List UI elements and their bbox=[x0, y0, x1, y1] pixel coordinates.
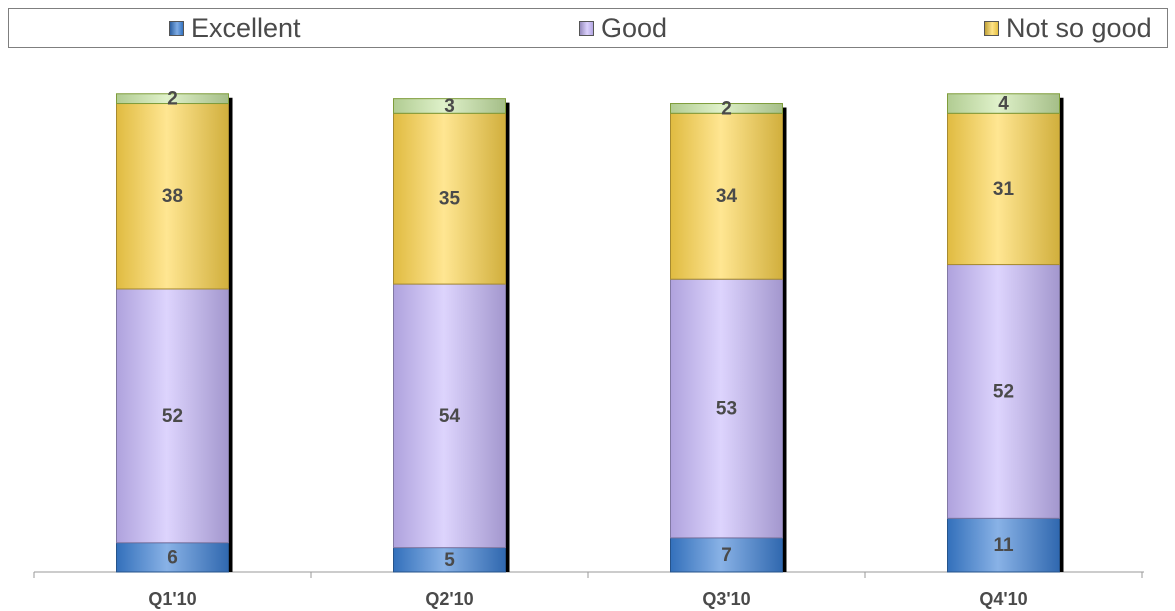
legend-label-good: Good bbox=[601, 12, 668, 43]
data-label: 31 bbox=[993, 179, 1015, 200]
legend-item-excellent: Excellent bbox=[169, 13, 301, 43]
data-label: 3 bbox=[444, 96, 455, 117]
legend-label-not-so-good: Not so good bbox=[1006, 12, 1152, 43]
legend-swatch-good bbox=[579, 20, 594, 36]
bar-segment bbox=[670, 537, 783, 573]
chart-legend: Excellent Good Not so good bbox=[8, 8, 1168, 48]
bar-segment bbox=[670, 112, 783, 280]
bar-segment bbox=[116, 288, 229, 544]
bar-segment bbox=[947, 112, 1060, 266]
data-label: 11 bbox=[993, 535, 1014, 556]
data-label: 34 bbox=[716, 186, 738, 207]
legend-swatch-not-so-good bbox=[984, 20, 999, 36]
data-label: 4 bbox=[998, 94, 1009, 115]
bar-segment bbox=[393, 98, 506, 114]
bar-segment bbox=[670, 278, 783, 539]
bar-segment bbox=[670, 103, 783, 114]
data-label: 52 bbox=[993, 381, 1014, 402]
legend-item-good: Good bbox=[579, 13, 667, 43]
data-label: 5 bbox=[444, 550, 455, 571]
bar-segment bbox=[116, 103, 229, 290]
category-label: Q2'10 bbox=[425, 589, 473, 609]
data-label: 2 bbox=[721, 98, 732, 119]
bar-segment bbox=[393, 283, 506, 549]
legend-label-excellent: Excellent bbox=[191, 12, 301, 43]
bar-segment bbox=[393, 547, 506, 573]
bar-segment bbox=[947, 517, 1060, 573]
data-label: 38 bbox=[162, 186, 183, 207]
legend-item-not-so-good: Not so good bbox=[984, 13, 1152, 43]
data-label: 54 bbox=[439, 406, 461, 427]
category-label: Q1'10 bbox=[148, 589, 196, 609]
data-label: 35 bbox=[439, 189, 461, 210]
category-label: Q3'10 bbox=[702, 589, 750, 609]
data-label: 6 bbox=[167, 547, 178, 568]
category-label: Q4'10 bbox=[979, 589, 1027, 609]
bar-segment bbox=[116, 542, 229, 573]
bar-segment bbox=[947, 93, 1060, 114]
data-label: 7 bbox=[721, 545, 732, 566]
legend-swatch-excellent bbox=[169, 20, 184, 36]
bar-segment bbox=[393, 112, 506, 285]
bar-segment bbox=[116, 93, 229, 105]
data-label: 52 bbox=[162, 406, 183, 427]
data-label: 53 bbox=[716, 399, 737, 420]
data-label: 2 bbox=[167, 89, 178, 110]
bar-segment bbox=[947, 264, 1060, 519]
